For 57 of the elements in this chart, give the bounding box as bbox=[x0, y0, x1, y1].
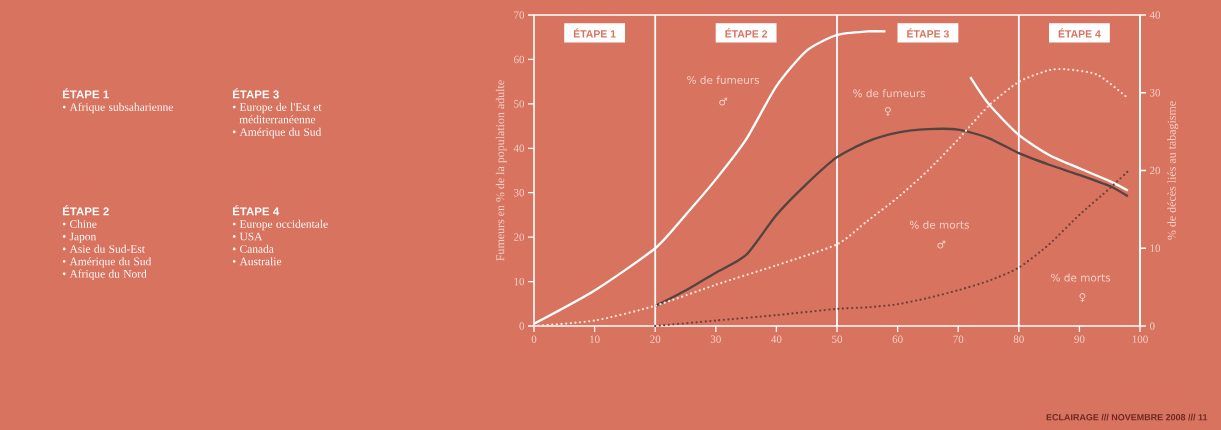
text: • Europe occidentale bbox=[232, 219, 328, 231]
y2-axis-title: % de décès liés au tabagisme bbox=[1167, 101, 1179, 240]
annotation: % de fumeurs bbox=[687, 75, 760, 84]
x-tick-label: 60 bbox=[892, 335, 903, 343]
y2-tick-label: 30 bbox=[1150, 89, 1161, 97]
annotation: ÉTAPE 1 bbox=[573, 28, 616, 38]
x-tick-label: 100 bbox=[1132, 335, 1148, 343]
x-tick-label: 10 bbox=[590, 335, 600, 343]
text: ÉTAPE 1 bbox=[62, 88, 109, 99]
line-series bbox=[654, 170, 1130, 328]
y-tick-label: 40 bbox=[513, 144, 525, 152]
y2-tick-label: 20 bbox=[1150, 166, 1161, 175]
text: • Europe de l'Est et méditerranéenne bbox=[232, 102, 322, 124]
annotation: ÉTAPE 4 bbox=[1058, 28, 1101, 38]
annotation: % de fumeurs bbox=[853, 89, 926, 98]
annotation: ♀ bbox=[1079, 293, 1086, 303]
text: • Japon bbox=[62, 232, 97, 243]
x-tick-label: 70 bbox=[953, 335, 964, 343]
y-tick-label: 0 bbox=[519, 322, 525, 330]
text: • Amérique du Sud bbox=[62, 257, 152, 268]
annotation: % de morts bbox=[1051, 273, 1111, 282]
y-tick-label: 70 bbox=[514, 11, 525, 19]
text: • Afrique subsaharienne bbox=[62, 102, 173, 114]
annotation: ÉTAPE 3 bbox=[907, 28, 949, 38]
text: • USA bbox=[232, 232, 263, 241]
text: ÉTAPE 4 bbox=[232, 205, 280, 216]
annotation: % de morts bbox=[909, 220, 969, 229]
annotation: ♀ bbox=[884, 106, 891, 116]
y-tick-label: 20 bbox=[514, 233, 525, 241]
y-tick-label: 10 bbox=[514, 277, 525, 286]
y2-tick-label: 0 bbox=[1149, 322, 1155, 330]
text: • Australie bbox=[232, 257, 282, 266]
y2-tick-label: 10 bbox=[1150, 244, 1161, 252]
text: ECLAIRAGE /// NOVEMBRE 2008 /// 11 bbox=[1046, 413, 1208, 421]
x-tick-label: 40 bbox=[771, 335, 782, 343]
x-tick-label: 80 bbox=[1013, 335, 1024, 343]
annotation: ÉTAPE 2 bbox=[725, 28, 768, 38]
annotation: ♂ bbox=[937, 240, 946, 249]
y-tick-label: 30 bbox=[514, 189, 525, 197]
y-tick-label: 50 bbox=[514, 100, 525, 108]
y-axis-title: Fumeurs en % de la population adulte bbox=[495, 80, 507, 261]
y2-tick-label: 40 bbox=[1149, 11, 1161, 19]
x-tick-label: 50 bbox=[832, 335, 843, 343]
x-tick-label: 20 bbox=[650, 335, 661, 343]
text: ÉTAPE 2 bbox=[62, 205, 109, 216]
x-tick-label: 30 bbox=[710, 335, 721, 343]
x-tick-label: 0 bbox=[531, 335, 537, 343]
text: • Canada bbox=[232, 244, 274, 253]
text: • Asie du Sud-Est bbox=[62, 244, 145, 253]
text: ÉTAPE 3 bbox=[232, 88, 279, 99]
text: • Amérique du Sud bbox=[232, 127, 322, 139]
text: • Chine bbox=[62, 219, 97, 228]
text: • Afrique du Nord bbox=[62, 269, 147, 281]
line-series bbox=[654, 127, 1130, 308]
x-tick-label: 90 bbox=[1074, 335, 1085, 343]
y-tick-label: 60 bbox=[514, 55, 525, 64]
annotation: ♂ bbox=[719, 97, 728, 106]
